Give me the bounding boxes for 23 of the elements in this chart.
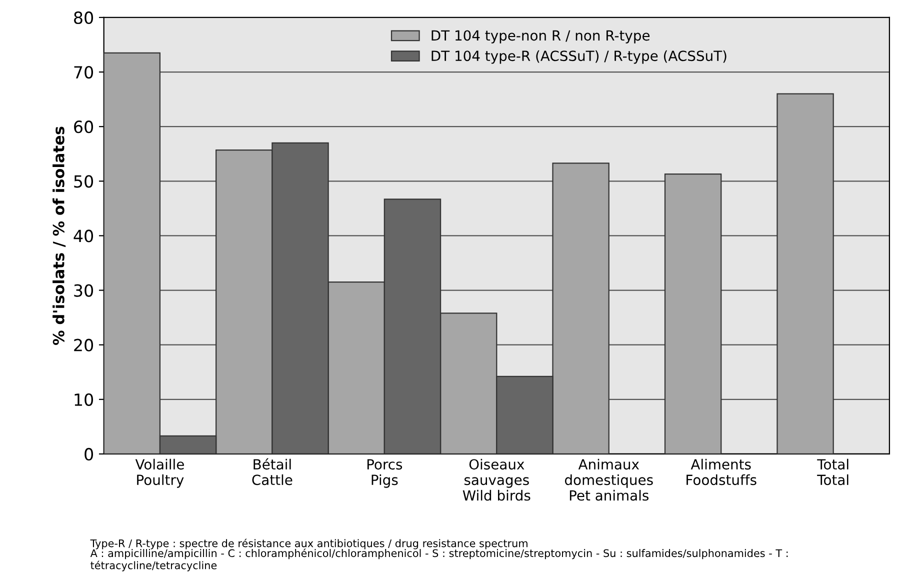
legend-label: DT 104 type-non R / non R-type	[432, 30, 650, 44]
x-tick-label: Oiseaux sauvages Wild birds	[462, 458, 530, 501]
legend-label: DT 104 type-R (ACSSuT) / R-type (ACSSuT)	[432, 50, 726, 64]
y-tick-label: 70	[74, 66, 94, 79]
x-tick-label: Aliments Foodstuffs	[686, 458, 756, 486]
text: A : ampicilline/ampicillin - C : chloramphénicol/chloramphenicol - S : streptomicine/streptomycin - Su : sulfamides/sulphonamides - T : tétracycline/tetracycline	[90, 548, 788, 572]
y-tick-label: 40	[74, 230, 94, 242]
x-tick-label: Total Total	[817, 458, 848, 486]
y-tick-label: 0	[84, 448, 94, 461]
x-tick-label: Porcs Pigs	[367, 459, 402, 488]
x-tick-label: Bétail Cattle	[252, 458, 292, 486]
x-tick-label: Volaille Poultry	[135, 458, 184, 488]
text: Type-R / R-type : spectre de résistance aux antibiotiques / drug resistance spectrum	[90, 538, 528, 550]
y-tick-label: 80	[74, 11, 94, 24]
bar	[664, 174, 722, 454]
y-tick-label: 60	[74, 120, 94, 134]
y-axis-title: % d'isolats / % of isolates	[52, 126, 66, 345]
x-tick-label: Animaux domestiques Pet animals	[564, 458, 653, 501]
y-tick-label: 50	[74, 175, 94, 188]
y-tick-label: 20	[74, 338, 94, 352]
bar	[776, 93, 834, 454]
y-tick-label: 10	[74, 393, 94, 406]
y-tick-label: 30	[74, 284, 94, 297]
